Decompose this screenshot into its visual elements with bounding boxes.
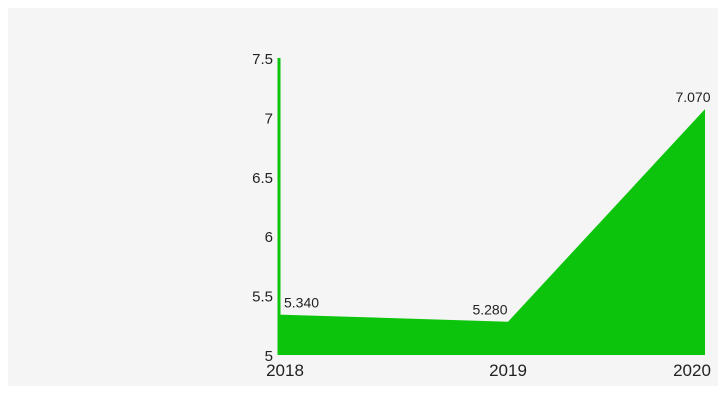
data-labels: 5.340 5.280 7.070 [284,89,711,318]
y-tick-label: 5 [265,348,273,365]
y-tick-label: 6 [265,229,273,246]
area-series [279,109,705,355]
data-label: 7.070 [675,89,710,105]
y-tick-label: 7 [265,110,273,127]
area-layer [279,109,705,355]
data-label: 5.280 [472,302,507,318]
x-tick-label: 2019 [489,361,527,380]
y-tick-label: 5.5 [252,289,273,306]
x-tick-label: 2020 [673,361,711,380]
y-tick-labels: 5 5.5 6 6.5 7 7.5 [252,51,273,365]
y-tick-label: 6.5 [252,170,273,187]
y-tick-label: 7.5 [252,51,273,68]
x-tick-labels: 2018 2019 2020 [266,361,711,380]
data-label: 5.340 [284,295,319,311]
x-tick-label: 2018 [266,361,304,380]
